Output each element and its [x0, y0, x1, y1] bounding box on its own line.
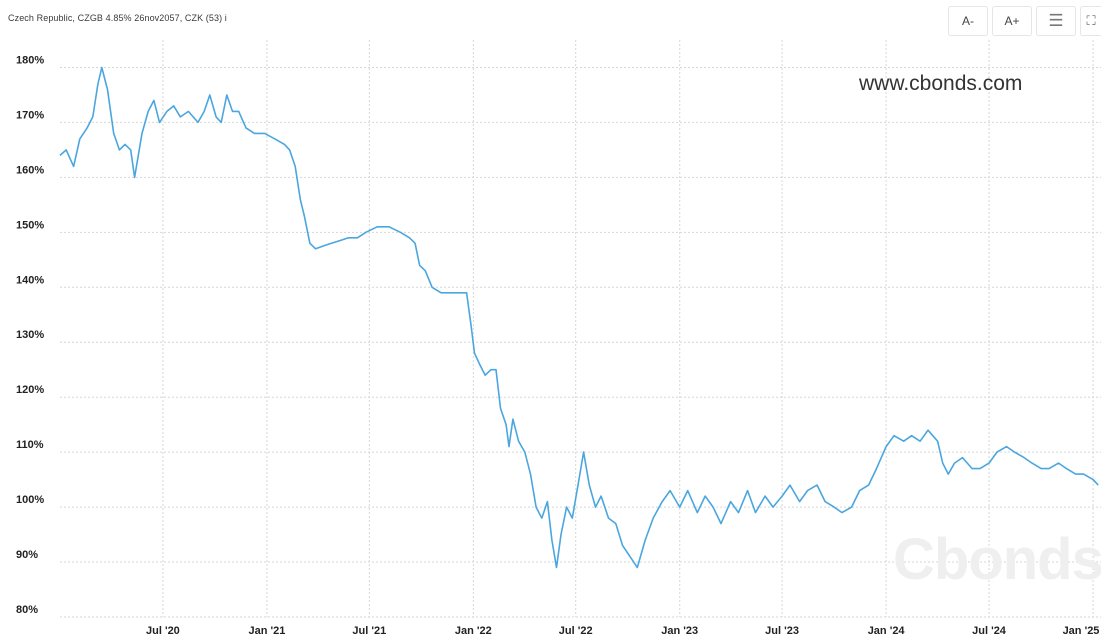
watermark-logo: Cbonds — [893, 527, 1101, 592]
y-tick-label: 150% — [16, 219, 44, 231]
y-tick-label: 80% — [16, 604, 38, 616]
fullscreen-icon[interactable]: ⛶ — [1080, 6, 1101, 36]
y-tick-label: 170% — [16, 109, 44, 121]
x-tick-label: Jan '24 — [868, 625, 906, 636]
x-tick-label: Jul '22 — [559, 625, 593, 636]
increase-font-button[interactable]: A+ — [992, 6, 1032, 36]
chart-toolbar: A- A+ ☰ ⛶ — [944, 6, 1101, 36]
y-tick-label: 90% — [16, 549, 38, 561]
price-series-line — [59, 66, 1099, 569]
y-tick-label: 120% — [16, 384, 44, 396]
y-tick-label: 100% — [16, 494, 44, 506]
x-tick-label: Jul '21 — [352, 625, 386, 636]
chart-title: Czech Republic, CZGB 4.85% 26nov2057, CZ… — [8, 13, 227, 23]
y-tick-label: 160% — [16, 164, 44, 176]
x-tick-label: Jan '23 — [661, 625, 698, 636]
decrease-font-button[interactable]: A- — [948, 6, 988, 36]
x-tick-label: Jan '21 — [249, 625, 286, 636]
chart-grid — [60, 40, 1101, 618]
x-tick-label: Jul '24 — [972, 625, 1007, 636]
x-tick-label: Jan '25 — [1063, 625, 1100, 636]
x-tick-label: Jul '20 — [146, 625, 180, 636]
x-tick-label: Jan '22 — [455, 625, 492, 636]
x-tick-label: Jul '23 — [765, 625, 799, 636]
y-tick-label: 130% — [16, 329, 44, 341]
hamburger-menu-icon[interactable]: ☰ — [1036, 6, 1076, 36]
y-axis: 80% 90% 100% 110% 120% 130% 140% 150% 160% 170% 18… — [16, 54, 44, 616]
watermark-url: www.cbonds.com — [859, 72, 1023, 95]
y-tick-label: 180% — [16, 54, 44, 66]
y-tick-label: 110% — [16, 439, 44, 451]
y-tick-label: 140% — [16, 274, 44, 286]
x-axis: Jul '20 Jan '21 Jul '21 Jan '22 Jul '22 Jan '… — [146, 625, 1099, 636]
